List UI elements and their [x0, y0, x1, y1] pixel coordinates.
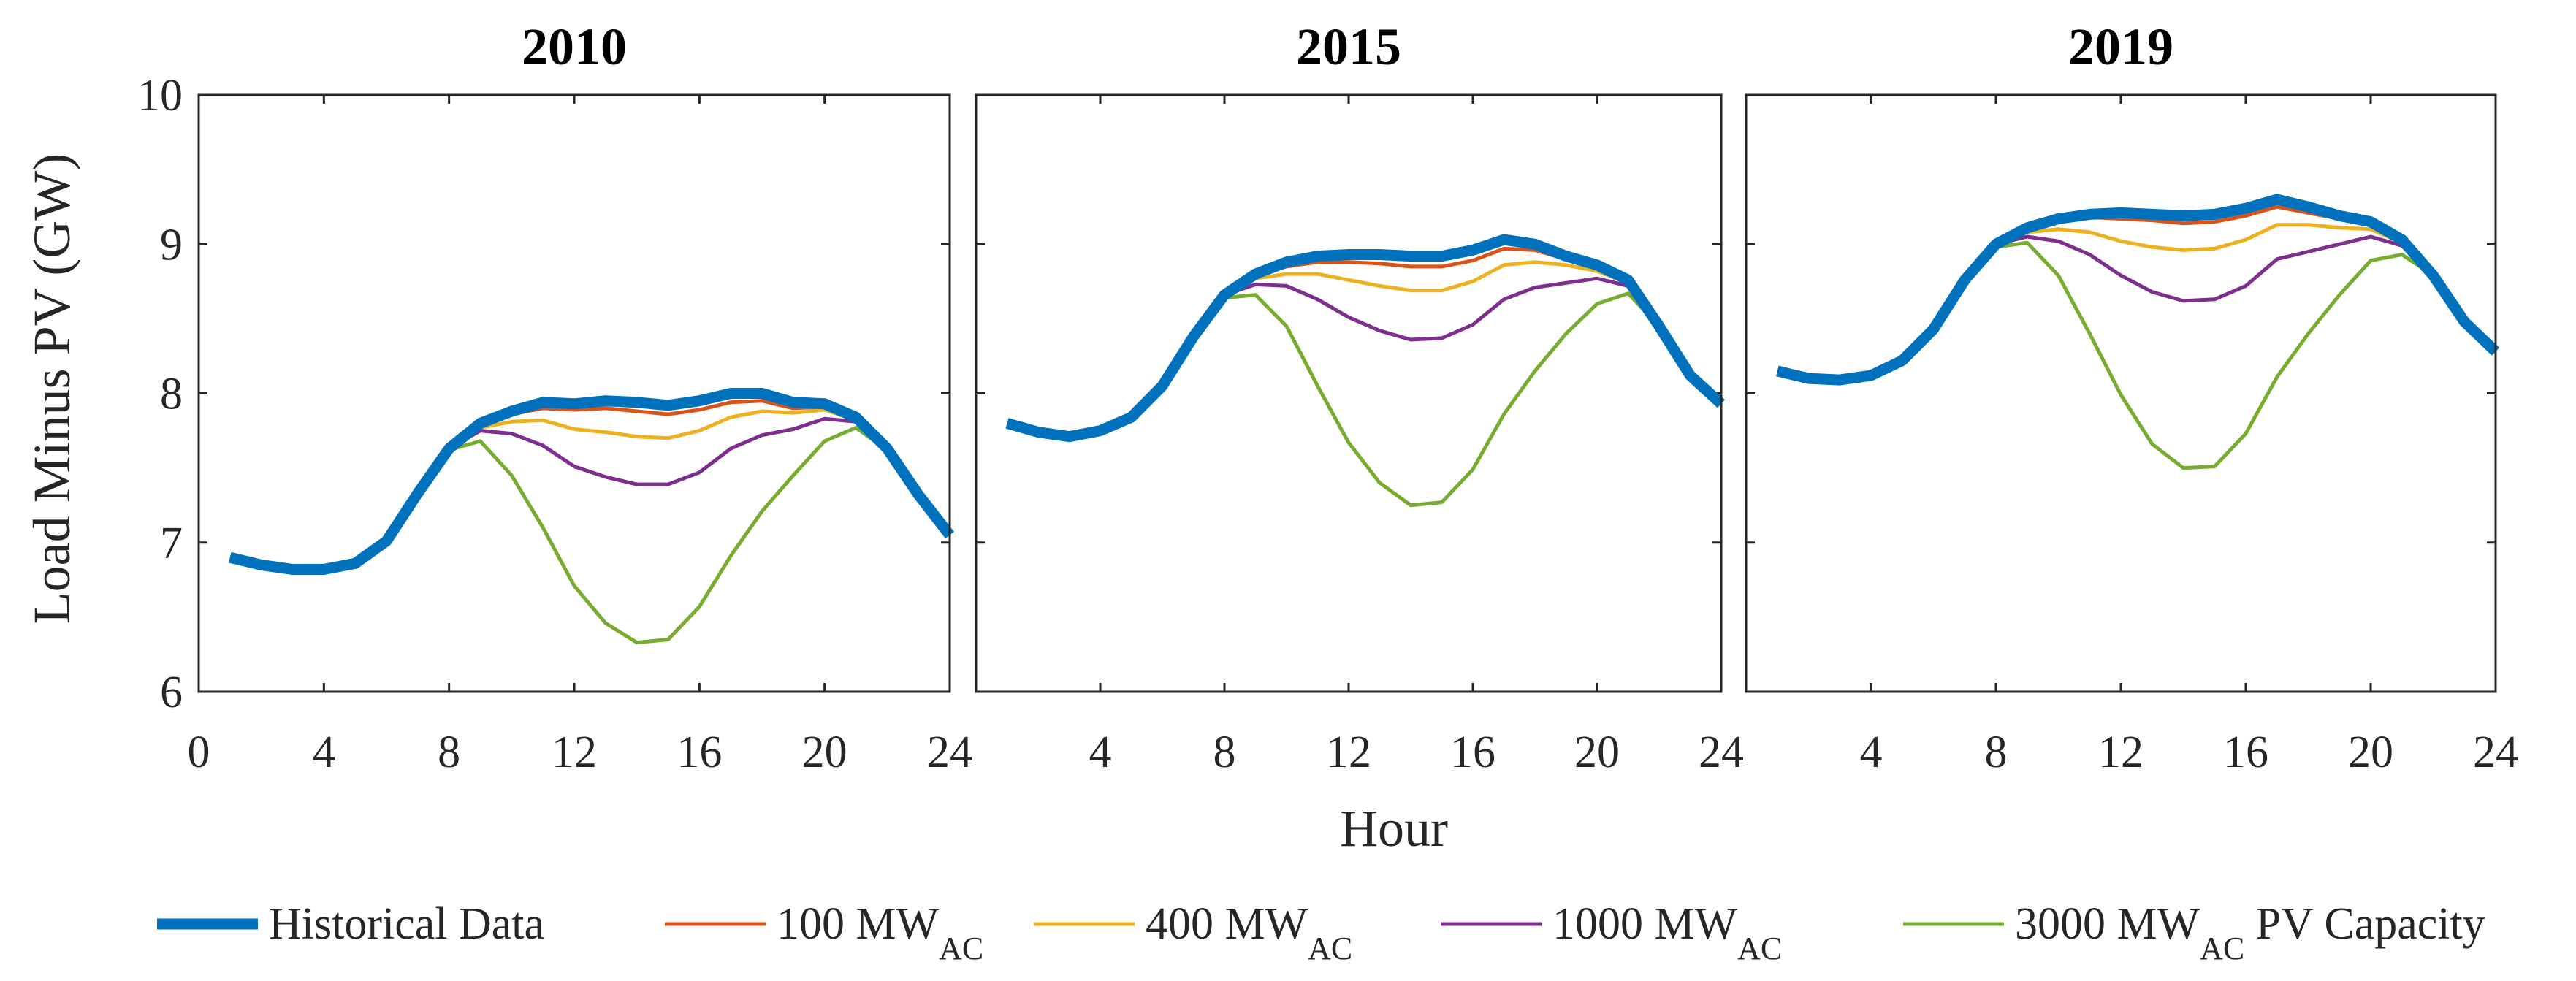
x-tick-label: 20 [1574, 728, 1620, 777]
legend-label: Historical Data [269, 899, 544, 949]
x-tick-label: 8 [1985, 728, 2008, 777]
panel-title: 2015 [1296, 18, 1401, 76]
legend-label-subscript: AC [2200, 931, 2244, 966]
x-tick-label: 4 [313, 728, 335, 777]
plot-frame [975, 93, 1723, 693]
chart-panels: 2010 0 4 8 12 16 20 24 6 7 8 9 10 2015 4 8 12 16 20 24 2019 4… [137, 18, 2518, 777]
x-tick-label: 0 [188, 728, 210, 777]
legend-label-base: 1000 MW [1552, 899, 1738, 949]
legend-label-subscript: AC [1737, 931, 1782, 966]
series-line-historical-data [1776, 194, 2500, 386]
legend-label: 400 MWAC [1146, 899, 1352, 966]
x-tick-label: 12 [1326, 728, 1371, 777]
legend-label: 1000 MWAC [1552, 899, 1782, 966]
x-tick-label: 20 [2348, 728, 2393, 777]
plot-area [976, 95, 1721, 692]
x-tick-label: 12 [2098, 728, 2144, 777]
x-tick-label: 24 [927, 728, 972, 777]
legend-entry: 3000 MWAC PV Capacity [1903, 899, 2485, 966]
legend-label-subscript: AC [939, 931, 983, 966]
x-tick-label: 8 [438, 728, 460, 777]
series-line-historical-data [229, 388, 954, 575]
chart-panel-2010: 2010 0 4 8 12 16 20 24 6 7 8 9 10 [137, 18, 972, 777]
y-tick-label: 7 [160, 519, 183, 568]
series-line-historical-data [1005, 234, 1726, 443]
legend: Historical Data 100 MWAC 400 MWAC 1000 MWAC… [157, 899, 2485, 966]
legend-label-base: 3000 MW [2015, 899, 2200, 949]
x-tick-label: 16 [2223, 728, 2268, 777]
chart-panel-2015: 2015 4 8 12 16 20 24 [975, 18, 1744, 777]
legend-label-base: 100 MW [777, 899, 940, 949]
y-axis-label: Load Minus PV (GW) [23, 153, 81, 625]
x-tick-label: 24 [1699, 728, 1744, 777]
legend-label: 3000 MWAC PV Capacity [2015, 899, 2485, 966]
legend-label-base: Historical Data [269, 899, 544, 949]
x-tick-label: 16 [677, 728, 722, 777]
x-axis-label: Hour [1340, 799, 1448, 858]
legend-entry: 400 MWAC [1034, 899, 1352, 966]
plot-frame [197, 93, 951, 693]
x-tick-label: 24 [2473, 728, 2518, 777]
legend-label-suffix: PV Capacity [2244, 899, 2485, 949]
legend-entry: Historical Data [157, 899, 544, 949]
y-tick-label: 9 [160, 220, 183, 270]
legend-label: 100 MWAC [777, 899, 983, 966]
x-tick-label: 12 [552, 728, 597, 777]
x-tick-label: 4 [1860, 728, 1883, 777]
legend-label-subscript: AC [1308, 931, 1352, 966]
x-tick-label: 8 [1213, 728, 1236, 777]
panel-title: 2019 [2068, 18, 2173, 76]
panel-title: 2010 [522, 18, 627, 76]
plot-area [199, 95, 950, 692]
y-tick-label: 10 [137, 71, 183, 121]
x-tick-label: 20 [802, 728, 847, 777]
x-tick-label: 4 [1089, 728, 1112, 777]
x-tick-label: 16 [1450, 728, 1495, 777]
legend-entry: 1000 MWAC [1441, 899, 1782, 966]
legend-label-base: 400 MW [1146, 899, 1308, 949]
y-tick-label: 6 [160, 668, 183, 717]
chart-panel-2019: 2019 4 8 12 16 20 24 [1745, 18, 2518, 777]
legend-entry: 100 MWAC [665, 899, 983, 966]
plot-frame [1745, 93, 2497, 693]
y-tick-label: 8 [160, 370, 183, 419]
